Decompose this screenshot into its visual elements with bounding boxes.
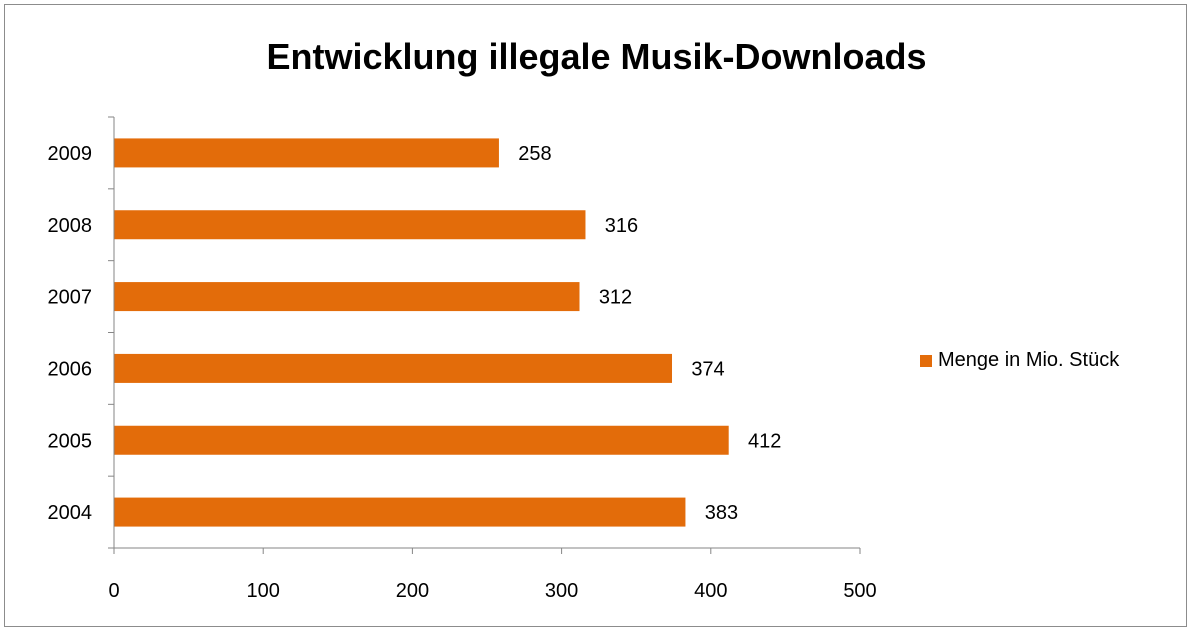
data-label-2006: 374 xyxy=(691,358,724,380)
x-tick-label-0: 0 xyxy=(108,580,119,602)
legend: Menge in Mio. Stück xyxy=(920,349,1119,372)
data-label-2008: 316 xyxy=(605,215,638,237)
data-label-2009: 258 xyxy=(518,143,551,165)
category-label-2007: 2007 xyxy=(48,287,93,309)
chart-title: Entwicklung illegale Musik-Downloads xyxy=(266,36,927,77)
bar-2005 xyxy=(114,425,729,455)
bar-2006 xyxy=(114,353,673,383)
data-label-2005: 412 xyxy=(748,430,781,452)
x-tick-label-200: 200 xyxy=(396,580,429,602)
bar-2008 xyxy=(114,210,586,240)
legend-swatch xyxy=(920,354,932,367)
category-label-2009: 2009 xyxy=(48,143,93,165)
bar-2004 xyxy=(114,497,686,527)
bar-2009 xyxy=(114,138,499,168)
legend-label: Menge in Mio. Stück xyxy=(938,349,1120,371)
data-label-2007: 312 xyxy=(599,287,632,309)
x-tick-label-300: 300 xyxy=(545,580,578,602)
category-label-2006: 2006 xyxy=(48,358,93,380)
category-label-2008: 2008 xyxy=(48,215,93,237)
data-label-2004: 383 xyxy=(705,502,738,524)
category-label-2005: 2005 xyxy=(48,430,93,452)
x-tick-label-400: 400 xyxy=(694,580,727,602)
x-tick-label-100: 100 xyxy=(247,580,280,602)
x-tick-label-500: 500 xyxy=(843,580,876,602)
category-label-2004: 2004 xyxy=(48,502,93,524)
bar-2007 xyxy=(114,282,580,312)
